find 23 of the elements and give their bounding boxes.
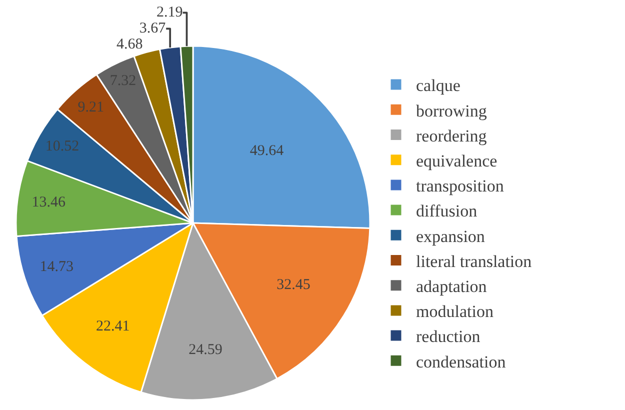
data-label: 10.52 <box>45 138 80 155</box>
data-label: 14.73 <box>40 259 74 276</box>
legend-label: expansion <box>416 226 486 246</box>
legend-label: modulation <box>416 302 494 322</box>
legend-label: literal translation <box>416 252 532 271</box>
legend-label: condensation <box>416 352 506 372</box>
legend-label: calque <box>416 76 460 96</box>
data-label: 9.21 <box>78 100 104 116</box>
data-label: 2.19 <box>156 4 183 21</box>
data-label: 49.64 <box>250 143 284 160</box>
legend-label: transposition <box>416 176 504 196</box>
legend-label: diffusion <box>416 202 478 221</box>
legend-label: adaptation <box>416 276 488 296</box>
legend-label: equivalence <box>416 151 498 170</box>
legend-label: reordering <box>416 126 488 146</box>
data-label: 32.45 <box>276 276 310 293</box>
data-label: 22.41 <box>96 318 130 334</box>
data-label: 4.68 <box>116 36 143 53</box>
data-label: 24.59 <box>188 342 222 358</box>
data-label: 3.67 <box>139 20 166 37</box>
data-label: 13.46 <box>32 194 66 210</box>
legend-label: reduction <box>416 327 481 346</box>
legend-label: borrowing <box>416 101 488 120</box>
